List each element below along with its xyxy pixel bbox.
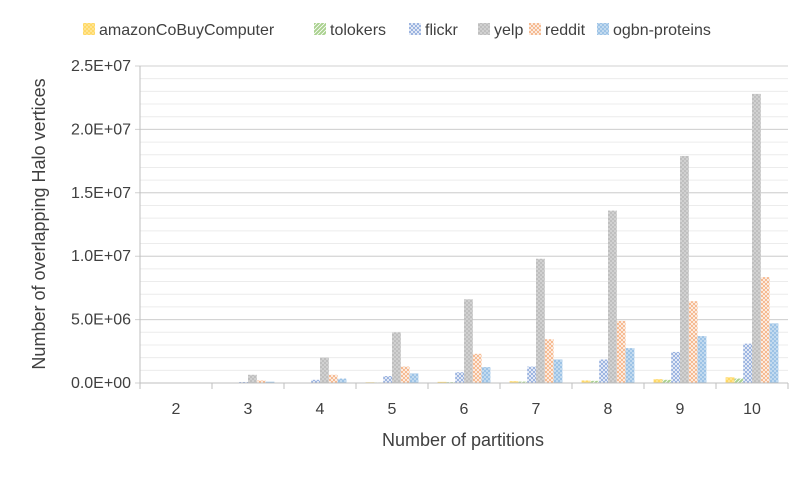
bar-reddit-8 xyxy=(616,320,626,383)
bar-yelp-6 xyxy=(464,299,473,383)
bar-yelp-9 xyxy=(680,156,689,383)
x-tick-label: 8 xyxy=(604,401,613,418)
y-tick-label: 0.0E+00 xyxy=(71,375,131,392)
bar-flickr-4 xyxy=(311,379,320,383)
bar-reddit-6 xyxy=(472,353,482,383)
legend-item-flickr: flickr xyxy=(409,22,459,39)
bar-flickr-10 xyxy=(743,343,752,383)
bar-amazonCoBuyComputer-7 xyxy=(509,381,519,383)
legend-label: amazonCoBuyComputer xyxy=(99,22,275,39)
bar-tolokers-10 xyxy=(734,378,744,383)
legend-item-yelp: yelp xyxy=(478,22,523,39)
legend-swatch xyxy=(314,23,326,35)
x-tick-label: 4 xyxy=(316,401,325,418)
x-tick-label: 7 xyxy=(532,401,541,418)
bar-reddit-7 xyxy=(544,339,554,383)
x-tick-label: 5 xyxy=(388,401,397,418)
legend-swatch xyxy=(529,23,541,35)
legend-swatch xyxy=(409,23,421,35)
x-tick-label: 9 xyxy=(676,401,685,418)
x-tick-label: 10 xyxy=(743,401,761,418)
bar-reddit-5 xyxy=(400,366,410,383)
legend-label: ogbn-proteins xyxy=(613,22,711,39)
legend-label: yelp xyxy=(494,22,523,39)
bar-reddit-4 xyxy=(328,374,338,383)
bar-flickr-8 xyxy=(599,359,608,383)
bar-ogbn-proteins-3 xyxy=(265,381,275,383)
x-tick-label: 3 xyxy=(244,401,253,418)
legend-swatch xyxy=(597,23,609,35)
bar-flickr-9 xyxy=(671,351,680,383)
y-tick-label: 2.0E+07 xyxy=(71,121,131,138)
bar-flickr-7 xyxy=(527,366,536,383)
bar-yelp-3 xyxy=(248,374,257,383)
y-tick-label: 1.0E+07 xyxy=(71,248,131,265)
bar-reddit-3 xyxy=(256,380,266,383)
legend-item-ogbn-proteins: ogbn-proteins xyxy=(597,22,711,39)
y-tick-label: 5.0E+06 xyxy=(71,312,131,329)
bar-tolokers-7 xyxy=(518,381,528,383)
bar-flickr-6 xyxy=(455,372,464,383)
bar-reddit-10 xyxy=(760,277,770,383)
bar-ogbn-proteins-8 xyxy=(625,348,635,383)
bar-flickr-5 xyxy=(383,376,392,383)
bar-yelp-10 xyxy=(752,93,761,384)
x-tick-label: 6 xyxy=(460,401,469,418)
bar-amazonCoBuyComputer-6 xyxy=(437,381,447,383)
legend-item-amazonCoBuyComputer: amazonCoBuyComputer xyxy=(83,22,275,39)
x-axis: 2 3 4 5 6 7 8 9 10 xyxy=(139,382,789,418)
bar-yelp-5 xyxy=(392,332,401,383)
legend-label: tolokers xyxy=(330,22,386,39)
bar-yelp-8 xyxy=(608,210,617,383)
legend-label: reddit xyxy=(545,22,586,39)
bar-yelp-7 xyxy=(536,258,545,383)
legend: amazonCoBuyComputer tolokers flickr yelp red… xyxy=(83,22,711,39)
y-axis: 0.0E+00 5.0E+06 1.0E+07 1.5E+07 2.0E+07 2.5E+… xyxy=(71,58,141,392)
bars xyxy=(221,93,779,384)
bar-yelp-4 xyxy=(320,357,329,383)
bar-amazonCoBuyComputer-10 xyxy=(725,377,735,383)
bar-ogbn-proteins-9 xyxy=(697,336,707,383)
bar-ogbn-proteins-10 xyxy=(769,323,779,383)
bar-flickr-3 xyxy=(239,381,248,383)
bar-amazonCoBuyComputer-9 xyxy=(653,379,663,383)
bar-reddit-9 xyxy=(688,301,698,383)
legend-label: flickr xyxy=(425,22,459,39)
bar-tolokers-8 xyxy=(590,380,600,383)
bar-ogbn-proteins-6 xyxy=(481,367,491,383)
legend-item-reddit: reddit xyxy=(529,22,586,39)
x-axis-title: Number of partitions xyxy=(382,430,544,450)
bar-ogbn-proteins-7 xyxy=(553,359,563,383)
bar-ogbn-proteins-4 xyxy=(337,378,347,383)
legend-swatch xyxy=(83,23,95,35)
bar-ogbn-proteins-5 xyxy=(409,373,419,383)
legend-item-tolokers: tolokers xyxy=(314,22,386,39)
legend-swatch xyxy=(478,23,490,35)
x-tick-label: 2 xyxy=(172,401,181,418)
bar-tolokers-9 xyxy=(662,379,672,383)
y-tick-label: 1.5E+07 xyxy=(71,185,131,202)
bar-amazonCoBuyComputer-8 xyxy=(581,380,591,383)
y-axis-title: Number of overlapping Halo vertices xyxy=(29,78,49,369)
y-tick-label: 2.5E+07 xyxy=(71,58,131,75)
